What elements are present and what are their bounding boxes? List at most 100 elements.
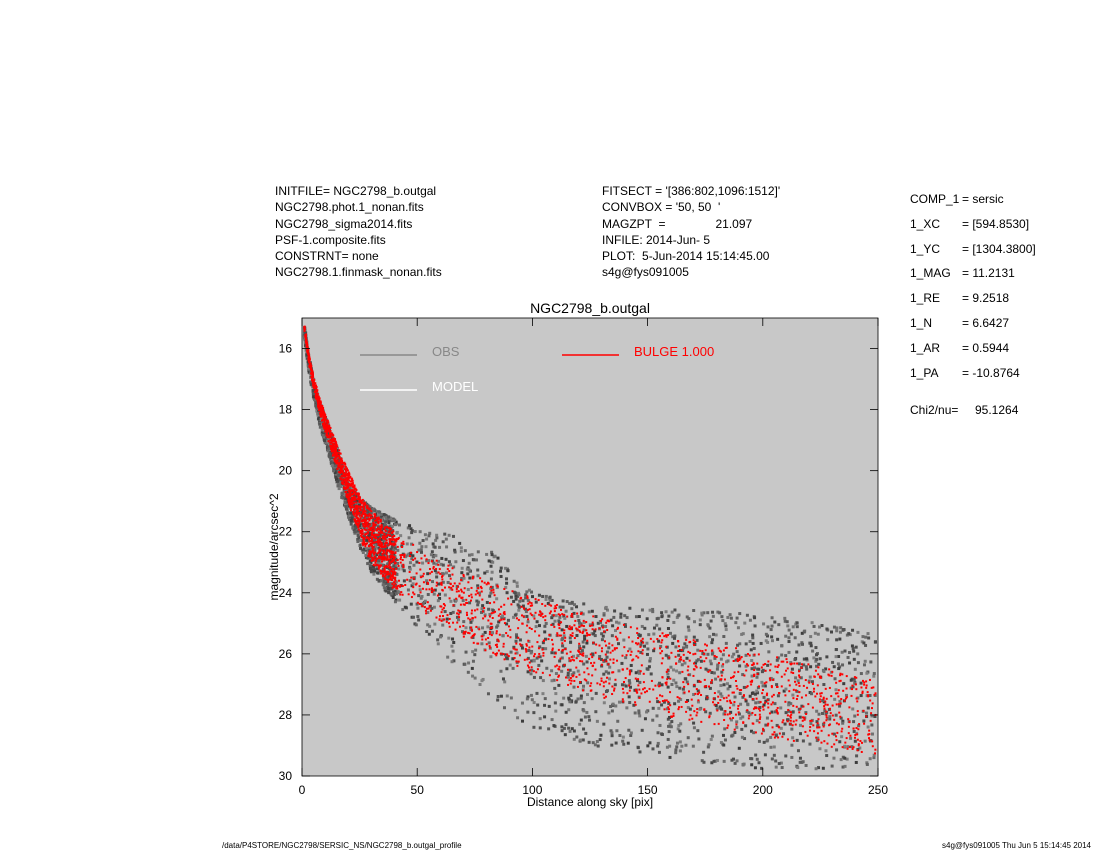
bulge-point [377, 516, 380, 519]
obs-point [328, 452, 332, 456]
obs-point [656, 700, 660, 704]
bulge-point [600, 680, 603, 683]
bulge-point [381, 531, 384, 534]
obs-point [572, 729, 576, 733]
obs-point [843, 756, 847, 760]
bulge-point [451, 567, 454, 570]
obs-point [550, 598, 554, 602]
bulge-point [322, 411, 325, 414]
bulge-point [672, 714, 675, 717]
obs-point [648, 608, 652, 612]
bulge-point [355, 501, 358, 504]
obs-point [714, 703, 718, 707]
obs-point [810, 621, 814, 625]
bulge-point [611, 671, 614, 674]
bulge-point [845, 675, 848, 678]
obs-point [351, 524, 355, 528]
bulge-point [558, 668, 561, 671]
bulge-point [527, 602, 530, 605]
obs-point [749, 729, 753, 733]
bulge-point [358, 505, 361, 508]
bulge-point [764, 701, 767, 704]
bulge-point [373, 541, 376, 544]
bulge-point [385, 541, 388, 544]
obs-point [476, 626, 480, 630]
obs-point [526, 620, 530, 624]
obs-point [638, 634, 642, 638]
bulge-point [580, 612, 583, 615]
bulge-point [658, 635, 661, 638]
bulge-point [571, 612, 574, 615]
bulge-point [351, 489, 354, 492]
bulge-point [761, 692, 764, 695]
obs-point [868, 757, 872, 761]
obs-point [467, 661, 471, 665]
param-value: = -10.8764 [962, 365, 1020, 380]
obs-point [750, 691, 754, 695]
bulge-point [414, 583, 417, 586]
obs-point [406, 588, 410, 592]
bulge-point [825, 719, 828, 722]
obs-point [418, 588, 422, 592]
obs-point [309, 382, 313, 386]
bulge-point [389, 528, 392, 531]
obs-point [812, 656, 816, 660]
bulge-point [361, 518, 364, 521]
bulge-point [666, 678, 669, 681]
bulge-point [316, 397, 319, 400]
bulge-point [786, 738, 789, 741]
obs-point [604, 670, 608, 674]
bulge-point [578, 650, 581, 653]
bulge-point [391, 532, 394, 535]
obs-point [348, 514, 352, 518]
obs-point [497, 620, 501, 624]
obs-point [460, 566, 464, 570]
bulge-point [441, 615, 444, 618]
bulge-point [420, 576, 423, 579]
bulge-point [456, 621, 459, 624]
bulge-point [600, 650, 603, 653]
bulge-point [808, 681, 811, 684]
bulge-point [652, 688, 655, 691]
obs-point [796, 679, 800, 683]
obs-point [541, 594, 545, 598]
obs-point [666, 672, 670, 676]
obs-point [435, 533, 439, 537]
bulge-point [861, 679, 864, 682]
bulge-point [412, 586, 415, 589]
obs-point [845, 757, 849, 761]
bulge-point [329, 445, 332, 448]
bulge-point [495, 643, 498, 646]
bulge-point [353, 484, 356, 487]
obs-point [323, 439, 327, 443]
bulge-point [538, 652, 541, 655]
bulge-point [365, 504, 368, 507]
obs-point [634, 671, 638, 675]
bulge-point [407, 593, 410, 596]
obs-point [529, 651, 533, 655]
bulge-point [843, 699, 846, 702]
obs-point [337, 473, 341, 477]
bulge-point [391, 559, 394, 562]
bulge-point [644, 691, 647, 694]
header-fitsect: FITSECT = '[386:802,1096:1512]' [602, 184, 781, 198]
obs-point [526, 670, 530, 674]
obs-point [393, 562, 397, 566]
obs-point [473, 676, 477, 680]
obs-point [567, 708, 571, 712]
obs-point [590, 609, 594, 613]
bulge-point [319, 401, 322, 404]
bulge-point [857, 744, 860, 747]
obs-point [673, 634, 677, 638]
obs-point [646, 744, 650, 748]
bulge-point [638, 688, 641, 691]
bulge-point [822, 696, 825, 699]
bulge-point [870, 707, 873, 710]
obs-point [393, 546, 397, 550]
bulge-point [622, 623, 625, 626]
bulge-point [321, 404, 324, 407]
bulge-point [820, 692, 823, 695]
bulge-point [354, 520, 357, 523]
bulge-point [585, 634, 588, 637]
bulge-point [370, 538, 373, 541]
